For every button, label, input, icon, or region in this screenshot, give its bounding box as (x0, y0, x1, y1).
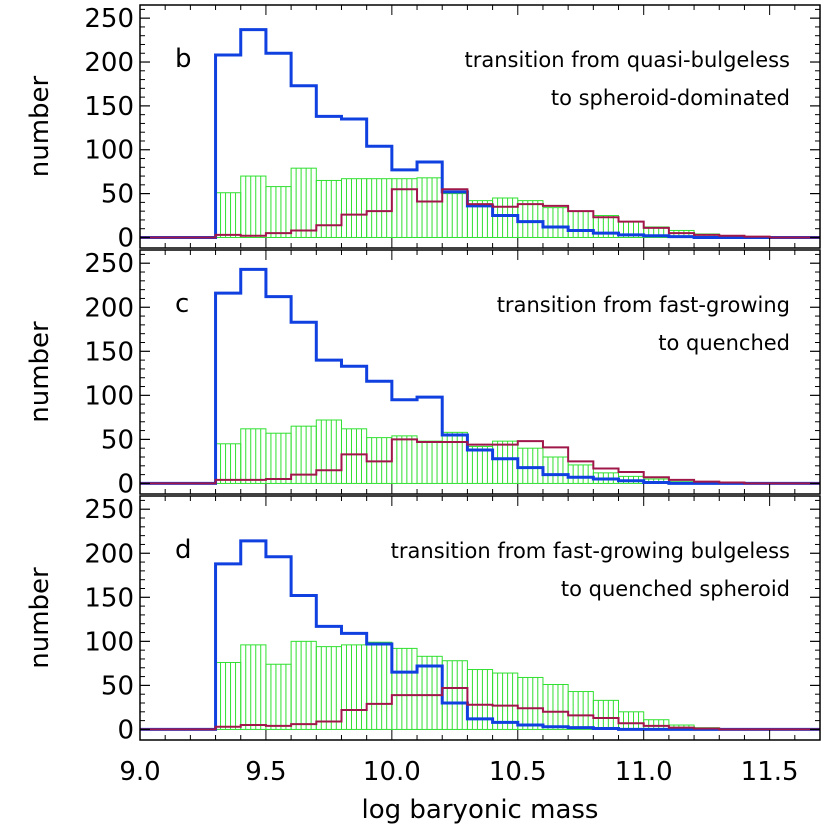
panel-d-bar-1-12 (441, 660, 468, 730)
panel-d-ytick-label: 100 (84, 627, 134, 657)
panel-d-bar-1-10 (391, 647, 418, 730)
panel-c-bar-1-4 (240, 428, 267, 484)
panel-c-bar-1-15 (517, 447, 544, 484)
panel-c-bar-1-14 (492, 440, 519, 484)
panel-d-xtick-label: 9.0 (119, 757, 160, 787)
panel-d-xtick-label: 11.5 (741, 757, 799, 787)
panel-b-bar-1-11 (416, 177, 443, 238)
panel-b-ytick-label: 100 (84, 136, 134, 166)
panel-c-bar-1-8 (340, 428, 368, 484)
panel-d-bar-1-19 (618, 711, 645, 730)
panel-b-annotation-line: to spheroid-dominated (551, 86, 790, 110)
panel-c-ytick-label: 100 (84, 381, 134, 411)
panel-d-ytick-label: 250 (84, 495, 134, 525)
panel-b-bar-1-14 (492, 197, 519, 238)
panel-d-series-2-step (140, 687, 820, 731)
panel-c-frame (139, 249, 821, 495)
panel-b-letter: b (175, 44, 192, 74)
panel-d-annotation-line: transition from fast-growing bulgeless (391, 539, 790, 563)
panel-c-series-2-step (140, 438, 820, 485)
panel-b-bar-1-15 (517, 200, 544, 238)
panel-c-letter: c (175, 289, 189, 319)
panel-b-bar-1-3 (215, 192, 242, 238)
panel-d-bar-1-17 (567, 691, 594, 730)
panel-b-frame (139, 4, 821, 249)
panel-b-bar-1-4 (240, 175, 267, 238)
panel-d-bar-1-4 (240, 644, 267, 730)
panel-d-series-0-step (140, 539, 820, 731)
panel-b-ytick-label: 0 (117, 223, 134, 253)
panel-d-ytick-label: 50 (101, 671, 134, 701)
panel-d-ytick-label: 0 (117, 715, 134, 745)
panel-c-bar-1-17 (567, 464, 594, 484)
panel-b-annotation-line: transition from quasi-bulgeless (465, 48, 791, 72)
panel-c-ylabel: number (25, 321, 55, 423)
panel-c-bar-1-3 (215, 443, 242, 484)
panel-d-bar-1-9 (366, 641, 393, 730)
panel-d-annotation-line: to quenched spheroid (561, 577, 790, 601)
panel-d-xtick-label: 10.0 (363, 757, 421, 787)
panel-b-bar-1-7 (315, 179, 342, 238)
x-axis-title: log baryonic mass (362, 795, 599, 825)
panel-c-bar-1-12 (441, 431, 468, 484)
panel-b-ytick-label: 250 (84, 4, 134, 34)
panel-c-series-0-step (140, 267, 820, 485)
panel-b-bar-1-16 (542, 207, 569, 238)
panel-b-ytick-label: 200 (84, 48, 134, 78)
panel-b-bar-1-8 (340, 178, 368, 238)
panel-b-ylabel: number (25, 75, 55, 177)
panel-c-bar-1-11 (416, 440, 443, 484)
panel-c-bar-1-13 (466, 445, 494, 484)
panel-b-ytick-label: 150 (84, 92, 134, 122)
panel-d-ytick-label: 150 (84, 583, 134, 613)
panel-c-ytick-label: 150 (84, 337, 134, 367)
panel-b-series-2-step (140, 188, 820, 239)
panel-d-bar-1-7 (315, 646, 342, 730)
panel-b-bar-1-6 (290, 167, 317, 238)
panel-c-ytick-label: 0 (117, 469, 134, 499)
panel-c-ytick-label: 50 (101, 425, 134, 455)
panel-c-annotation-line: transition from fast-growing (497, 293, 790, 317)
panel-d-ylabel: number (25, 567, 55, 669)
panel-b-bar-1-12 (441, 193, 468, 238)
panel-c-ytick-label: 250 (84, 249, 134, 279)
panel-d-bar-1-13 (466, 669, 494, 730)
panel-b-bar-1-5 (265, 186, 292, 238)
panel-d-letter: d (175, 535, 192, 565)
panel-d-bar-1-6 (290, 640, 317, 730)
panel-c-bar-1-5 (265, 432, 292, 484)
panel-b-bar-1-17 (567, 210, 594, 238)
panel-c-ytick-label: 200 (84, 293, 134, 323)
panel-b-bar-1-9 (366, 178, 393, 238)
panel-d-xtick-label: 10.5 (489, 757, 547, 787)
panel-b-ytick-label: 50 (101, 180, 134, 210)
panel-c-bar-1-7 (315, 419, 342, 484)
panel-c-bar-1-16 (542, 456, 569, 484)
panel-d-xtick-label: 9.5 (245, 757, 286, 787)
panel-d-xtick-label: 11.0 (615, 757, 673, 787)
panel-d-bar-1-16 (542, 684, 569, 730)
panel-d-frame (139, 495, 821, 741)
panel-b-bar-1-10 (391, 178, 418, 238)
panel-d-bar-1-8 (340, 644, 368, 730)
panel-d-bar-1-18 (592, 699, 620, 730)
panel-d-bar-1-15 (517, 676, 544, 730)
panel-d-bar-1-5 (265, 663, 292, 730)
panel-c-annotation-line: to quenched (658, 331, 790, 355)
panel-c-bar-1-10 (391, 435, 418, 484)
panel-d-ytick-label: 200 (84, 539, 134, 569)
panel-d-bar-1-3 (215, 661, 242, 730)
